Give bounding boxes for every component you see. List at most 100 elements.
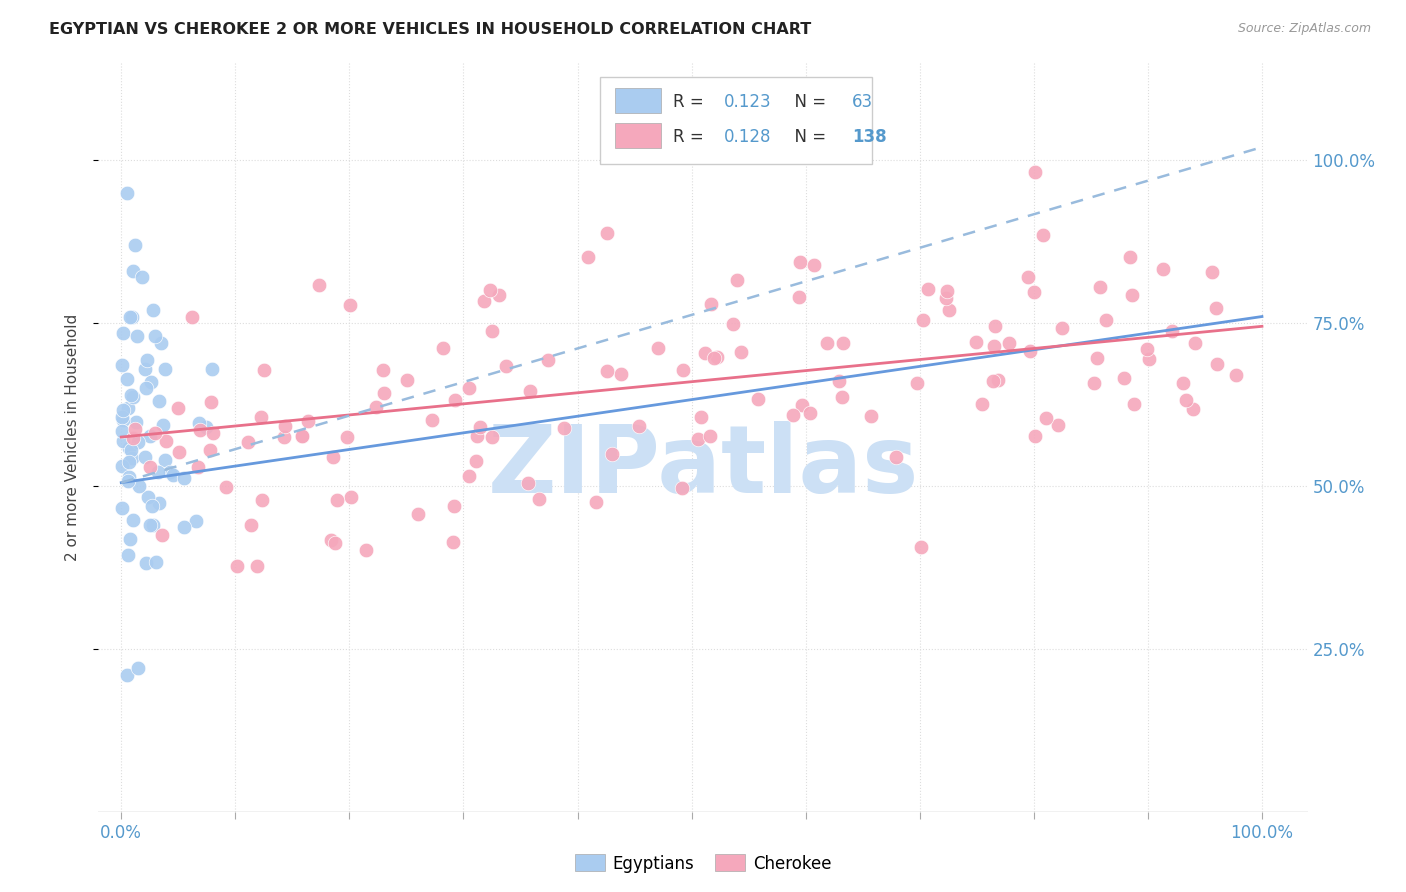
Point (1085, 351, 1108, 365)
Point (366, 401, 388, 415)
Point (1112, 370, 1135, 384)
Point (142, 303, 165, 318)
Point (117, 548, 139, 562)
Point (340, 490, 363, 504)
Point (965, 334, 987, 349)
Point (184, 514, 207, 528)
Point (250, 492, 273, 507)
Point (938, 303, 960, 318)
Point (141, 500, 163, 514)
Point (297, 414, 319, 428)
Point (700, 297, 723, 311)
Point (576, 250, 599, 264)
Point (1201, 265, 1223, 279)
Point (111, 410, 134, 425)
Point (139, 429, 162, 443)
Point (111, 459, 134, 474)
Point (153, 361, 176, 376)
Point (155, 434, 177, 448)
Point (747, 392, 769, 406)
Point (596, 364, 619, 378)
Text: 0.128: 0.128 (724, 128, 770, 146)
Point (135, 381, 157, 395)
Bar (614, 88, 661, 112)
Point (1175, 392, 1198, 407)
FancyBboxPatch shape (600, 78, 872, 163)
Text: Source: ZipAtlas.com: Source: ZipAtlas.com (1237, 22, 1371, 36)
Point (970, 397, 993, 411)
Point (647, 341, 669, 355)
Point (815, 335, 838, 350)
Point (721, 317, 744, 331)
Point (981, 374, 1004, 388)
Point (998, 335, 1021, 350)
Point (215, 480, 238, 494)
Point (111, 359, 134, 373)
Point (273, 430, 295, 444)
Point (730, 345, 752, 359)
Point (120, 310, 142, 324)
Point (465, 428, 488, 442)
Point (118, 470, 141, 484)
Point (495, 359, 517, 373)
Point (308, 278, 330, 293)
Point (465, 453, 488, 467)
Point (135, 557, 157, 571)
Point (1017, 270, 1039, 285)
Point (128, 479, 150, 493)
Point (200, 362, 222, 376)
Point (420, 413, 443, 427)
Point (527, 491, 550, 506)
Legend: Egyptians, Cherokee: Egyptians, Cherokee (568, 847, 838, 880)
Point (725, 273, 748, 287)
Point (782, 408, 804, 422)
Point (470, 419, 492, 434)
Point (321, 533, 343, 548)
Point (148, 393, 170, 408)
Point (239, 518, 262, 533)
Point (122, 514, 145, 528)
Point (1152, 262, 1174, 277)
Point (537, 353, 560, 368)
Point (117, 401, 139, 415)
Point (803, 258, 825, 272)
Point (122, 432, 145, 446)
Point (1035, 411, 1057, 425)
Point (911, 313, 934, 327)
Point (1052, 321, 1074, 335)
Point (1205, 301, 1227, 315)
Point (987, 373, 1010, 387)
Point (225, 559, 247, 574)
Point (1122, 397, 1144, 411)
Point (121, 451, 143, 466)
Point (139, 460, 162, 475)
Point (481, 324, 503, 338)
Y-axis label: 2 or more Vehicles in Household: 2 or more Vehicles in Household (65, 313, 80, 561)
Point (121, 310, 143, 324)
Point (860, 409, 883, 423)
Point (1121, 288, 1143, 302)
Text: EGYPTIAN VS CHEROKEE 2 OR MORE VEHICLES IN HOUSEHOLD CORRELATION CHART: EGYPTIAN VS CHEROKEE 2 OR MORE VEHICLES … (49, 22, 811, 37)
Point (354, 543, 377, 558)
Point (671, 481, 693, 495)
Point (799, 406, 821, 420)
Point (118, 442, 141, 456)
Point (325, 492, 347, 507)
Point (111, 434, 134, 449)
Point (1136, 342, 1159, 356)
Point (585, 495, 607, 509)
Point (111, 413, 134, 427)
Point (1160, 324, 1182, 338)
Point (596, 226, 619, 240)
Point (787, 290, 810, 304)
Point (323, 535, 346, 549)
Point (553, 421, 575, 435)
Point (162, 467, 184, 482)
Point (1137, 351, 1160, 366)
Point (188, 424, 211, 438)
Point (150, 527, 173, 541)
Point (117, 372, 139, 386)
Point (371, 362, 394, 376)
Point (121, 264, 143, 278)
Point (672, 363, 695, 377)
